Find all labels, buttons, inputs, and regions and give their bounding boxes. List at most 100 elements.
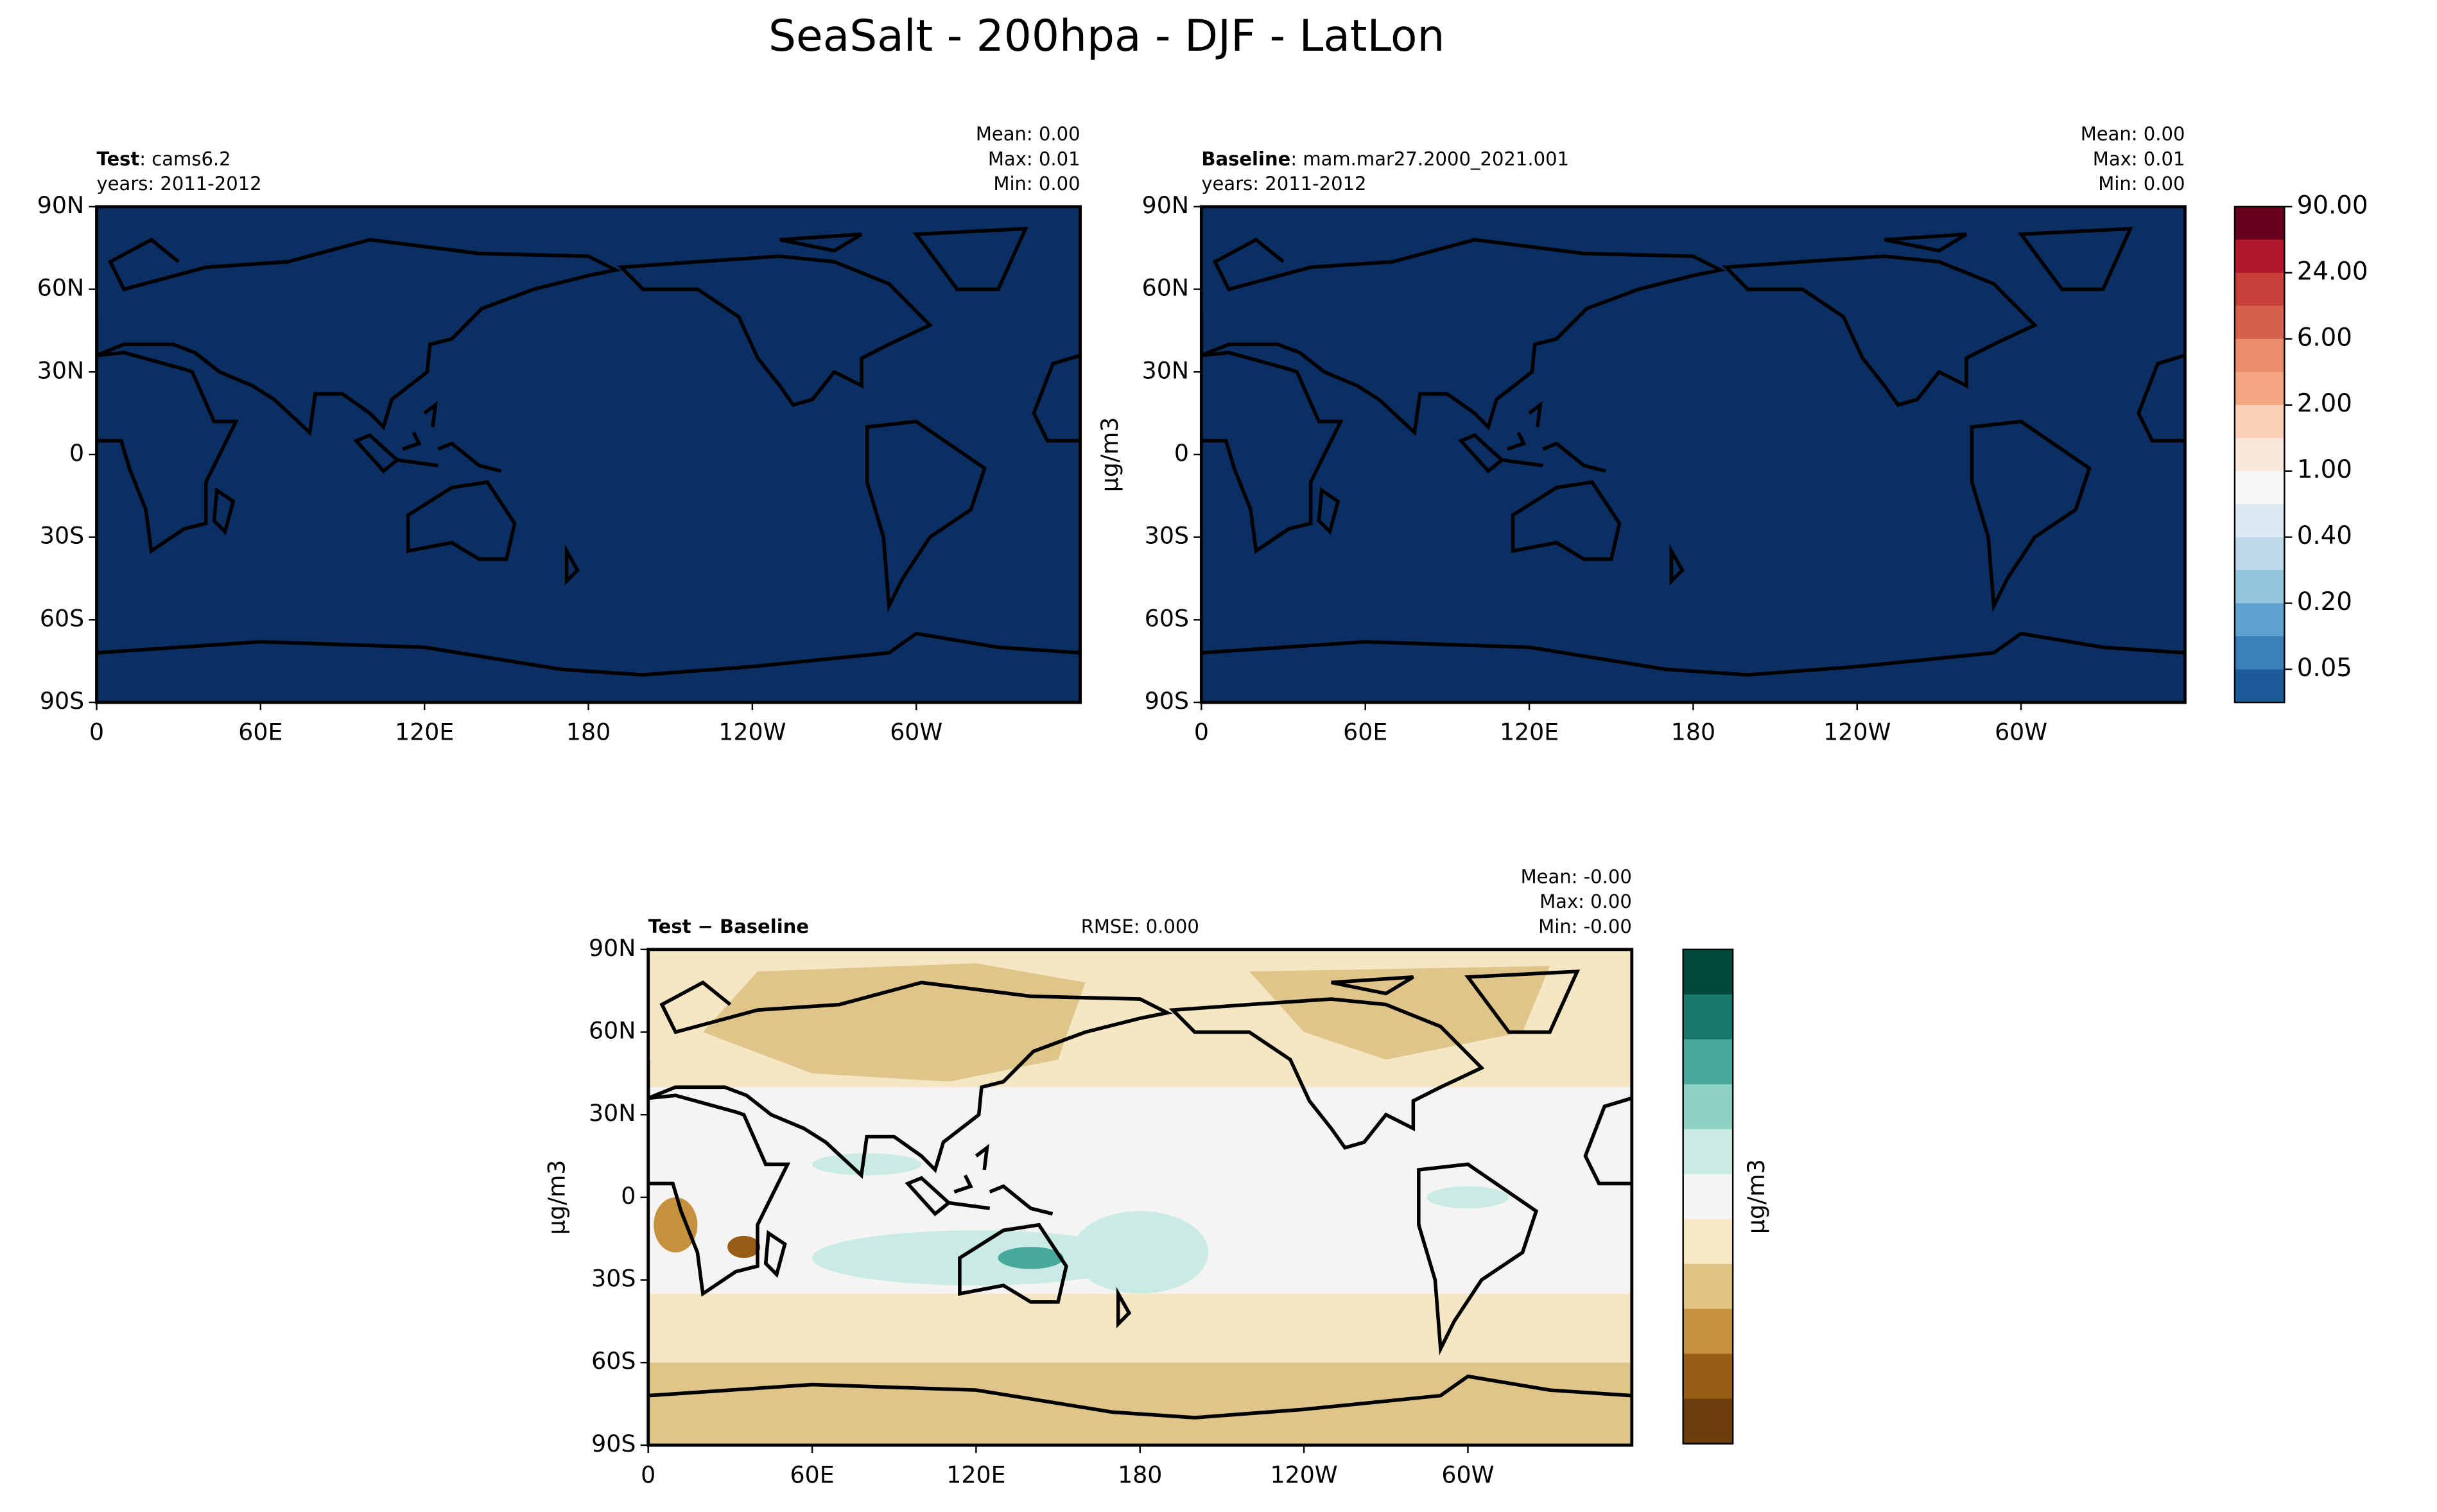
panel-name: Test (97, 148, 140, 169)
colorbar-segment (2234, 471, 2285, 505)
colorbar-segment (2234, 338, 2285, 373)
y-tick-label: 0 (1174, 439, 1189, 467)
y-tick-label: 30S (40, 522, 84, 550)
years: years: 2011-2012 (1201, 173, 1366, 195)
x-tick-label: 180 (566, 718, 611, 745)
colorbar-segment (1683, 1129, 1733, 1175)
colorbar-frame (2233, 205, 2285, 704)
years: years: 2011-2012 (97, 173, 262, 195)
colorbar-segment (1683, 994, 1733, 1040)
y-tick-label: 60S (591, 1347, 636, 1375)
map-field (648, 949, 1632, 1445)
colorbar-segment (2234, 636, 2285, 670)
colorbar-segment (1683, 1353, 1733, 1400)
x-tick-label: 60E (1343, 718, 1387, 745)
colorbar-segment (2234, 306, 2285, 340)
x-tick-label: 120E (395, 718, 454, 745)
colorbar-segment (1683, 1398, 1733, 1445)
y-tick-label: 60S (1145, 604, 1189, 632)
stat: Max: 0.01 (988, 148, 1080, 169)
colorbar-segment (2234, 603, 2285, 638)
y-tick-label: 0 (69, 439, 84, 467)
colorbar-segment (1683, 1219, 1733, 1265)
y-tick-label: 90N (37, 191, 84, 219)
colorbar-segment (1683, 1264, 1733, 1310)
colorbar-segment (1683, 1084, 1733, 1130)
colorbar-segment (2234, 537, 2285, 571)
colorbar-tick-label: 1.00 (2297, 455, 2352, 484)
colorbar-segment (1683, 1039, 1733, 1085)
y-tick-label: 90S (40, 687, 84, 715)
x-tick-label: 180 (1671, 718, 1715, 745)
y-tick-label: 30N (37, 356, 84, 384)
map-field (1201, 206, 2185, 702)
y-tick-label: 90N (1142, 191, 1189, 219)
y-tick-label: 90S (591, 1430, 636, 1457)
colorbar-tick-label: 0.05 (2297, 654, 2352, 682)
colorbar-segment (1683, 1174, 1733, 1220)
colorbar-segment (2234, 570, 2285, 604)
colorbar-segment (2234, 669, 2285, 704)
x-tick-label: 120W (1823, 718, 1891, 745)
rmse: RMSE: 0.000 (1081, 916, 1199, 937)
stat: Min: 0.00 (2098, 173, 2185, 195)
x-tick-label: 0 (641, 1461, 655, 1488)
y-axis-label: μg/m3 (1096, 417, 1123, 492)
y-tick-label: 60N (37, 274, 84, 302)
y-tick-label: 90N (589, 934, 636, 962)
map-field (96, 206, 1080, 702)
x-tick-label: 60W (1995, 718, 2047, 745)
x-tick-label: 60W (1441, 1461, 1494, 1488)
case-name: : mam.mar27.2000_2021.001 (1290, 148, 1569, 169)
y-tick-label: 30S (1145, 522, 1189, 550)
y-tick-label: 60S (40, 604, 84, 632)
y-axis-label: μg/m3 (542, 1160, 570, 1235)
colorbar-segment (2234, 206, 2285, 241)
x-tick-label: 60W (890, 718, 942, 745)
colorbar-tick-label: 6.00 (2297, 323, 2352, 352)
y-tick-label: 60N (1142, 274, 1189, 302)
colorbar-segment (2234, 372, 2285, 406)
x-tick-label: 120E (1500, 718, 1559, 745)
stat: Mean: 0.00 (976, 123, 1080, 145)
colorbar-segment (2234, 504, 2285, 538)
stat: Min: -0.00 (1538, 916, 1632, 937)
y-tick-label: 90S (1145, 687, 1189, 715)
case-name: : cams6.2 (139, 148, 230, 169)
y-tick-label: 30N (589, 1099, 636, 1127)
y-tick-label: 30N (1142, 356, 1189, 384)
x-tick-label: 60E (790, 1461, 835, 1488)
colorbar-segment (1683, 1308, 1733, 1355)
colorbar-segment (2234, 239, 2285, 274)
colorbar-tick-label: 0.40 (2297, 521, 2352, 550)
colorbar-label: μg/m3 (1742, 1159, 1770, 1234)
colorbar-segment (1683, 949, 1733, 996)
colorbar-segment (2234, 272, 2285, 307)
colorbar-tick-label: 0.20 (2297, 587, 2352, 616)
y-tick-label: 30S (591, 1265, 636, 1292)
x-tick-label: 120E (946, 1461, 1005, 1488)
panel-label: Test: cams6.2 (97, 148, 231, 169)
figure-title: SeaSalt - 200hpa - DJF - LatLon (768, 10, 1444, 61)
stat: Max: 0.01 (2093, 148, 2185, 169)
y-tick-label: 60N (589, 1017, 636, 1045)
stat: Mean: -0.00 (1521, 865, 1632, 887)
x-tick-label: 180 (1118, 1461, 1162, 1488)
x-tick-label: 0 (89, 718, 104, 745)
panel-name: Baseline (1201, 148, 1290, 169)
x-tick-label: 120W (1271, 1461, 1338, 1488)
colorbar-tick-label: 2.00 (2297, 389, 2352, 418)
x-tick-label: 60E (238, 718, 282, 745)
panel-label: Baseline: mam.mar27.2000_2021.001 (1201, 148, 1569, 169)
stat: Min: 0.00 (993, 173, 1080, 195)
x-tick-label: 120W (718, 718, 786, 745)
stat: Mean: 0.00 (2081, 123, 2185, 145)
colorbar-segment (2234, 438, 2285, 472)
panel-label: Test − Baseline (648, 916, 809, 937)
colorbar-tick-label: 24.00 (2297, 257, 2368, 286)
colorbar-segment (2234, 404, 2285, 439)
colorbar-tick-label: 90.00 (2297, 191, 2368, 220)
x-tick-label: 0 (1194, 718, 1209, 745)
colorbar-frame (1682, 948, 1734, 1445)
